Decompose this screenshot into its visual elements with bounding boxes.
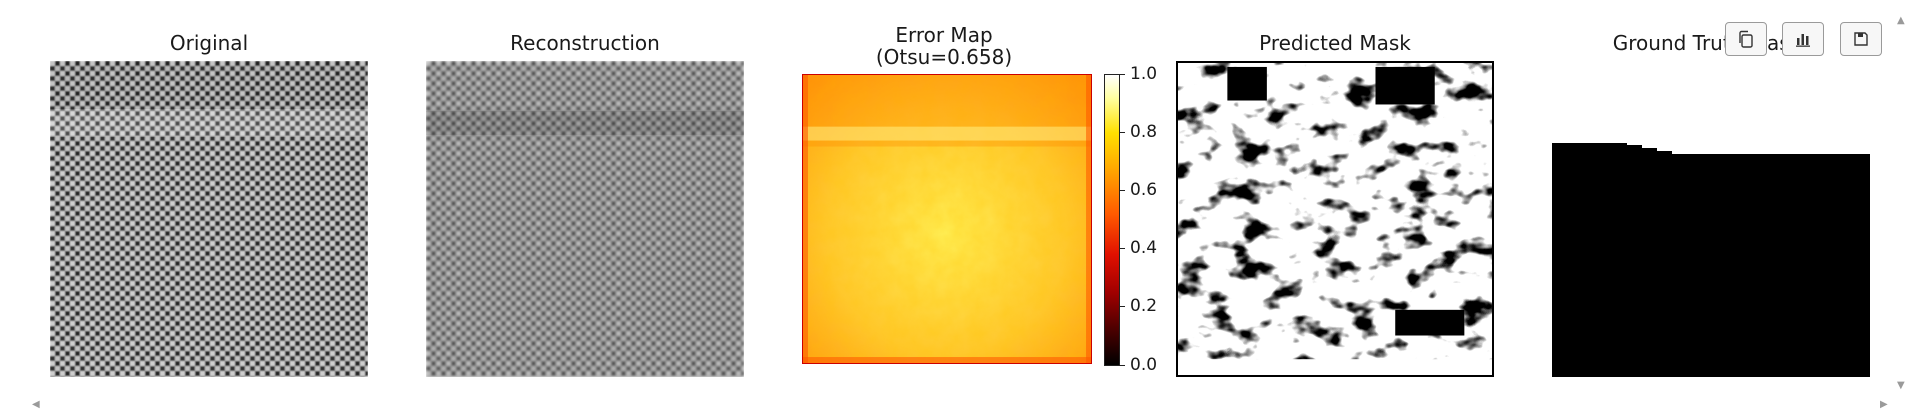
- scroll-left-icon[interactable]: ◀: [32, 399, 40, 410]
- chart-icon: [1796, 34, 1810, 47]
- colorbar-tick: [1120, 306, 1125, 307]
- scroll-up-icon[interactable]: ▲: [1897, 15, 1905, 26]
- original-image: [50, 61, 368, 377]
- copy-icon: [1739, 30, 1753, 48]
- colorbar-label: 0.6: [1130, 180, 1158, 200]
- panel-title-original: Original: [169, 31, 249, 55]
- save-icon: [1854, 32, 1868, 46]
- colorbar-label: 0.0: [1130, 355, 1158, 375]
- colorbar-tick: [1120, 74, 1125, 75]
- colorbar-label: 0.8: [1130, 122, 1158, 142]
- colorbar-tick: [1120, 190, 1125, 191]
- colorbar-label: 0.4: [1130, 238, 1158, 258]
- panel-title-reconstruction: Reconstruction: [510, 31, 660, 55]
- panel-title-error-map: Error Map: [895, 23, 993, 47]
- colorbar-label: 1.0: [1130, 64, 1158, 84]
- reconstruction-image: [426, 61, 744, 377]
- chart-button[interactable]: [1782, 22, 1824, 56]
- panel-subtitle-error-map: (Otsu=0.658): [875, 45, 1013, 69]
- error-colorbar: [1104, 74, 1120, 366]
- predicted-mask-image: [1176, 61, 1494, 377]
- error-map-image: [802, 74, 1092, 364]
- scroll-right-icon[interactable]: ▶: [1880, 399, 1888, 410]
- colorbar-label: 0.2: [1130, 296, 1158, 316]
- colorbar-tick: [1120, 132, 1125, 133]
- panel-title-predicted-mask: Predicted Mask: [1259, 31, 1411, 55]
- save-button[interactable]: [1840, 22, 1882, 56]
- scroll-down-icon[interactable]: ▼: [1897, 380, 1905, 391]
- colorbar-tick: [1120, 248, 1125, 249]
- colorbar-tick: [1120, 365, 1125, 366]
- copy-button[interactable]: [1725, 22, 1767, 56]
- ground-truth-mask-image: [1552, 61, 1870, 377]
